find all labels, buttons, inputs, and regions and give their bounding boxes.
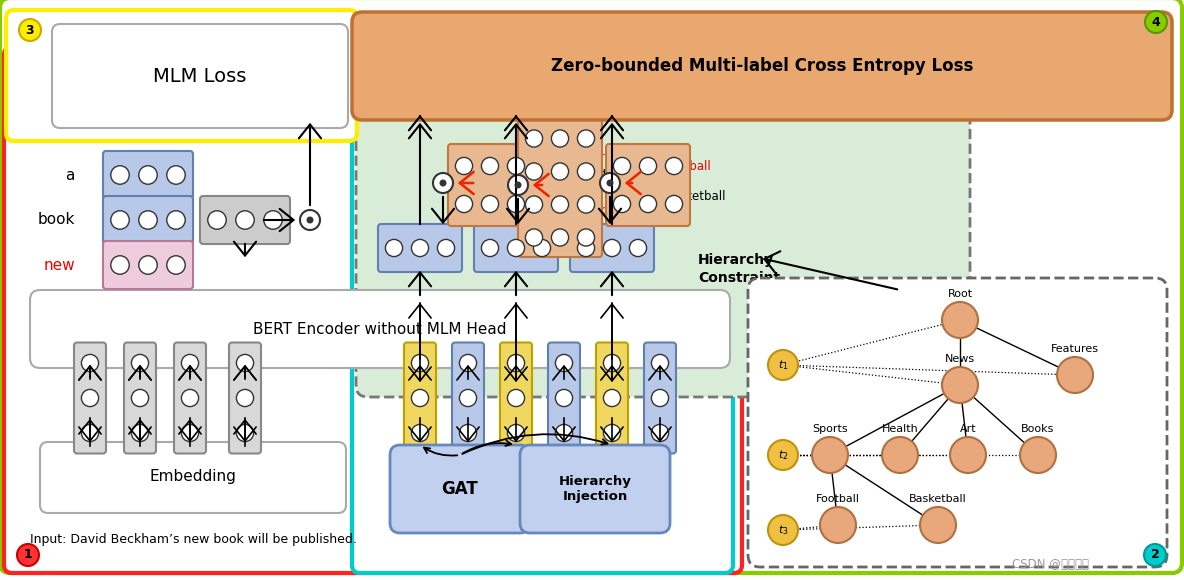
FancyBboxPatch shape: [520, 445, 670, 533]
Circle shape: [237, 389, 253, 407]
Text: Hierarchy
Injection: Hierarchy Injection: [559, 475, 631, 503]
Circle shape: [82, 425, 98, 441]
Circle shape: [1144, 544, 1166, 566]
Circle shape: [942, 367, 978, 403]
Circle shape: [139, 211, 157, 229]
Text: $e_{[PRED]}$: $e_{[PRED]}$: [546, 440, 583, 454]
Circle shape: [526, 229, 542, 246]
FancyBboxPatch shape: [30, 290, 731, 368]
FancyBboxPatch shape: [474, 224, 558, 272]
Circle shape: [578, 240, 594, 256]
Circle shape: [437, 240, 455, 256]
Circle shape: [651, 389, 669, 407]
Circle shape: [552, 130, 568, 147]
Circle shape: [552, 229, 568, 246]
Circle shape: [515, 182, 521, 188]
Text: Constraint: Constraint: [699, 271, 780, 285]
Circle shape: [552, 163, 568, 180]
Circle shape: [17, 544, 39, 566]
Text: Football: Football: [816, 494, 860, 504]
Circle shape: [604, 389, 620, 407]
Text: MLM Loss: MLM Loss: [153, 67, 246, 85]
FancyBboxPatch shape: [103, 151, 193, 199]
Circle shape: [508, 425, 525, 441]
Text: Sports: Sports: [577, 151, 614, 165]
Circle shape: [433, 173, 453, 193]
Circle shape: [139, 256, 157, 274]
Circle shape: [508, 157, 525, 175]
FancyBboxPatch shape: [352, 12, 1172, 120]
Circle shape: [1019, 437, 1056, 473]
Text: $t_2$: $t_2$: [778, 448, 789, 462]
Circle shape: [613, 157, 631, 175]
FancyBboxPatch shape: [103, 241, 193, 289]
Circle shape: [181, 425, 199, 441]
Text: a: a: [65, 168, 75, 183]
Circle shape: [812, 437, 848, 473]
Text: Sports: Sports: [812, 424, 848, 434]
Circle shape: [237, 425, 253, 441]
Circle shape: [237, 354, 253, 372]
Circle shape: [665, 157, 683, 175]
Circle shape: [578, 163, 594, 180]
Text: $t_2$: $t_2$: [510, 440, 521, 455]
Text: Basketball: Basketball: [665, 190, 727, 202]
Text: Input: David Beckham’s new book will be published.: Input: David Beckham’s new book will be …: [30, 534, 356, 546]
Text: $e_{[PRED]}$: $e_{[PRED]}$: [450, 440, 487, 454]
FancyBboxPatch shape: [390, 445, 530, 533]
Circle shape: [604, 354, 620, 372]
FancyBboxPatch shape: [596, 343, 628, 454]
FancyBboxPatch shape: [4, 47, 742, 573]
Circle shape: [411, 389, 429, 407]
Text: Zero-bounded Multi-label Cross Entropy Loss: Zero-bounded Multi-label Cross Entropy L…: [551, 57, 973, 75]
FancyBboxPatch shape: [404, 343, 436, 454]
Circle shape: [651, 425, 669, 441]
Circle shape: [459, 425, 477, 441]
Circle shape: [526, 196, 542, 213]
Circle shape: [1145, 11, 1167, 33]
Text: Root: Root: [947, 289, 972, 299]
FancyBboxPatch shape: [452, 343, 484, 454]
Text: 1: 1: [24, 549, 32, 561]
Circle shape: [111, 211, 129, 229]
Circle shape: [82, 354, 98, 372]
Circle shape: [651, 354, 669, 372]
FancyBboxPatch shape: [644, 343, 676, 454]
FancyBboxPatch shape: [356, 108, 970, 397]
Circle shape: [882, 437, 918, 473]
Circle shape: [440, 180, 446, 186]
Circle shape: [411, 240, 429, 256]
FancyBboxPatch shape: [174, 343, 206, 454]
Text: Art: Art: [960, 424, 977, 434]
Text: GAT: GAT: [442, 480, 478, 498]
Circle shape: [613, 195, 631, 213]
Text: new: new: [44, 258, 75, 273]
Text: $t_1$: $t_1$: [778, 358, 789, 372]
Circle shape: [131, 389, 148, 407]
Circle shape: [236, 211, 255, 229]
Circle shape: [508, 175, 528, 195]
Circle shape: [19, 19, 41, 41]
FancyBboxPatch shape: [40, 442, 346, 513]
Circle shape: [639, 157, 657, 175]
Circle shape: [411, 354, 429, 372]
Text: News: News: [945, 354, 976, 364]
Text: Arts: Arts: [577, 187, 600, 200]
Circle shape: [482, 157, 498, 175]
Text: Basketball: Basketball: [909, 494, 967, 504]
FancyBboxPatch shape: [352, 47, 733, 573]
Circle shape: [942, 302, 978, 338]
FancyBboxPatch shape: [570, 224, 654, 272]
Circle shape: [264, 211, 282, 229]
Circle shape: [604, 425, 620, 441]
Circle shape: [1057, 357, 1093, 393]
FancyBboxPatch shape: [606, 144, 690, 226]
Circle shape: [167, 211, 185, 229]
Text: CSDN @征途黑客: CSDN @征途黑客: [1011, 559, 1088, 571]
Circle shape: [82, 389, 98, 407]
Circle shape: [139, 166, 157, 184]
Circle shape: [456, 195, 472, 213]
Circle shape: [526, 163, 542, 180]
Circle shape: [111, 256, 129, 274]
